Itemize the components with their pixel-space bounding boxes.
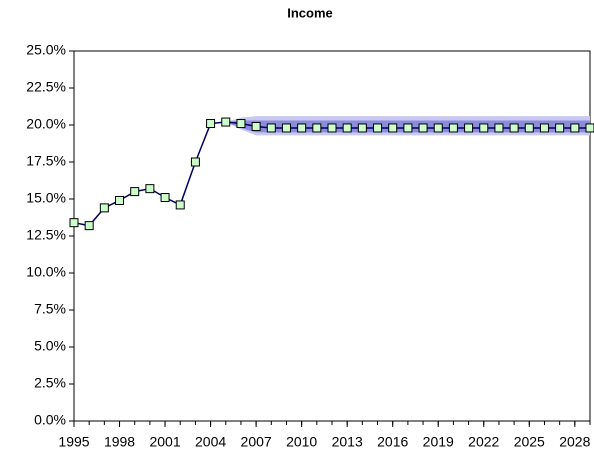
point-marker [464, 123, 474, 133]
point-marker [509, 123, 519, 133]
point-marker [357, 123, 367, 133]
point-marker [418, 123, 428, 133]
plot-frame [73, 50, 591, 422]
point-marker [555, 123, 565, 133]
point-marker [206, 119, 216, 129]
point-marker [160, 193, 170, 203]
point-marker [99, 203, 109, 213]
y-tick-label: 17.5% [26, 153, 66, 169]
point-marker [403, 123, 413, 133]
point-marker [281, 123, 291, 133]
x-tick-label: 2010 [286, 434, 317, 450]
x-tick-label: 1998 [104, 434, 135, 450]
point-marker [570, 123, 580, 133]
x-tick-label: 2013 [332, 434, 363, 450]
point-marker [190, 157, 200, 167]
x-tick-label: 2007 [241, 434, 272, 450]
x-tick-label: 2016 [377, 434, 408, 450]
point-marker [297, 123, 307, 133]
x-tick-label: 2001 [149, 434, 180, 450]
y-tick-label: 22.5% [26, 79, 66, 95]
point-marker [524, 123, 534, 133]
y-tick-label: 15.0% [26, 190, 66, 206]
point-marker [585, 123, 594, 133]
point-marker [312, 123, 322, 133]
point-marker [145, 184, 155, 194]
point-marker [130, 187, 140, 197]
point-marker [373, 123, 383, 133]
y-tick-label: 20.0% [26, 116, 66, 132]
point-marker [433, 123, 443, 133]
chart-title: Income [287, 5, 333, 20]
x-tick-label: 1995 [58, 434, 89, 450]
point-marker [342, 123, 352, 133]
x-tick-label: 2025 [514, 434, 545, 450]
point-marker [251, 121, 261, 131]
y-tick-label: 7.5% [34, 301, 66, 317]
y-tick-label: 5.0% [34, 338, 66, 354]
y-tick-label: 10.0% [26, 264, 66, 280]
point-marker [539, 123, 549, 133]
point-marker [69, 218, 79, 228]
x-tick-label: 2028 [559, 434, 590, 450]
y-tick-label: 2.5% [34, 375, 66, 391]
point-marker [236, 119, 246, 129]
y-tick-label: 25.0% [26, 42, 66, 58]
series-line [73, 121, 590, 227]
point-marker [494, 123, 504, 133]
point-marker [221, 117, 231, 127]
point-marker [84, 221, 94, 231]
x-tick-label: 2022 [468, 434, 499, 450]
y-tick-label: 0.0% [34, 412, 66, 428]
point-marker [115, 195, 125, 205]
point-marker [266, 123, 276, 133]
point-marker [448, 123, 458, 133]
x-tick-label: 2019 [423, 434, 454, 450]
y-tick-label: 12.5% [26, 227, 66, 243]
point-marker [175, 200, 185, 210]
point-marker [388, 123, 398, 133]
point-marker [479, 123, 489, 133]
x-tick-label: 2004 [195, 434, 226, 450]
point-marker [327, 123, 337, 133]
